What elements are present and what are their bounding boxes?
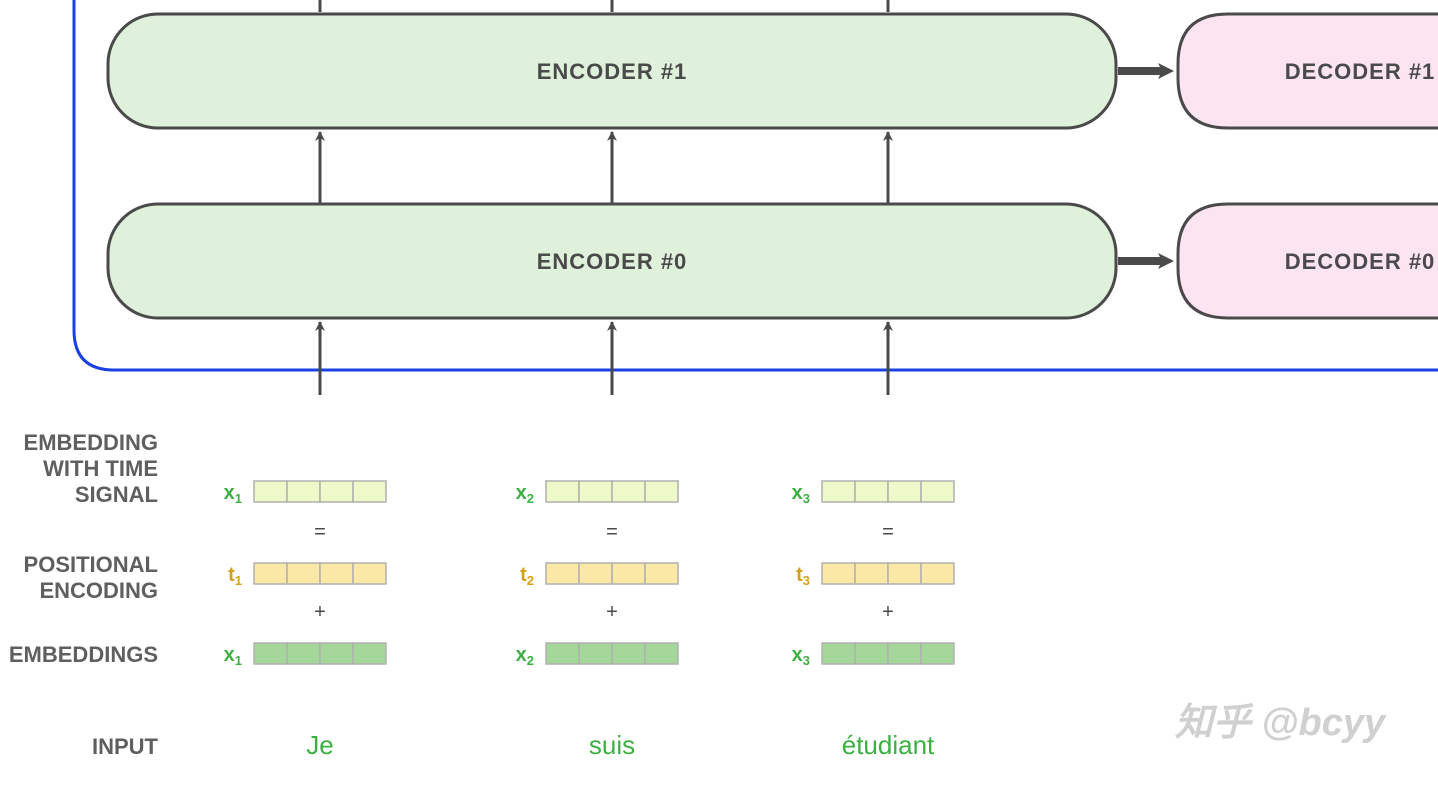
- x-time-0-cell-3: [353, 481, 386, 502]
- t-pos-2-cell-0: [822, 563, 855, 584]
- t-pos-0-cell-1: [287, 563, 320, 584]
- x-time-0-label: x1: [224, 482, 242, 506]
- x-time-2-label: x3: [792, 482, 810, 506]
- label-input: INPUT: [92, 734, 159, 759]
- x-time-2-cell-1: [855, 481, 888, 502]
- t-pos-0-cell-3: [353, 563, 386, 584]
- token-2: étudiant: [842, 730, 935, 760]
- transformer-diagram: ENCODER #1 ENCODER #0 DECODER #1 DECODER #0…: [0, 0, 1438, 793]
- x-time-1-cell-0: [546, 481, 579, 502]
- x-embed-2-label: x3: [792, 644, 810, 668]
- decoder-1-box-label: DECODER #1: [1285, 59, 1436, 84]
- t-pos-1-label: t2: [520, 564, 534, 588]
- x-embed-0-cell-0: [254, 643, 287, 664]
- t-pos-1-cell-2: [612, 563, 645, 584]
- x-time-0-cell-2: [320, 481, 353, 502]
- eq-1: =: [606, 521, 618, 543]
- x-embed-0-cell-1: [287, 643, 320, 664]
- plus-0: +: [314, 601, 326, 623]
- x-time-0-cell-0: [254, 481, 287, 502]
- encoder-0-box-label: ENCODER #0: [537, 249, 688, 274]
- x-embed-1-cell-0: [546, 643, 579, 664]
- label-embedding-time: EMBEDDINGWITH TIMESIGNAL: [24, 430, 158, 507]
- x-embed-2-cell-3: [921, 643, 954, 664]
- x-embed-2-cell-0: [822, 643, 855, 664]
- token-0: Je: [306, 730, 333, 760]
- t-pos-2-label: t3: [796, 564, 810, 588]
- label-positional: POSITIONALENCODING: [24, 552, 158, 603]
- x-embed-0-cell-2: [320, 643, 353, 664]
- encoder-1-box-label: ENCODER #1: [537, 59, 688, 84]
- x-time-2-cell-2: [888, 481, 921, 502]
- x-embed-2-cell-2: [888, 643, 921, 664]
- watermark: 知乎 @bcyy: [1175, 702, 1387, 744]
- x-embed-1-cell-2: [612, 643, 645, 664]
- x-embed-0-label: x1: [224, 644, 242, 668]
- x-time-1-cell-1: [579, 481, 612, 502]
- decoder-0-box-label: DECODER #0: [1285, 249, 1436, 274]
- t-pos-1-cell-0: [546, 563, 579, 584]
- t-pos-0-label: t1: [228, 564, 242, 588]
- plus-1: +: [606, 601, 618, 623]
- eq-2: =: [882, 521, 894, 543]
- x-time-2-cell-3: [921, 481, 954, 502]
- x-embed-1-label: x2: [516, 644, 534, 668]
- t-pos-0-cell-0: [254, 563, 287, 584]
- label-embeddings: EMBEDDINGS: [9, 642, 158, 667]
- t-pos-1-cell-3: [645, 563, 678, 584]
- plus-2: +: [882, 601, 894, 623]
- x-time-0-cell-1: [287, 481, 320, 502]
- t-pos-2-cell-2: [888, 563, 921, 584]
- x-embed-1-cell-3: [645, 643, 678, 664]
- t-pos-1-cell-1: [579, 563, 612, 584]
- eq-0: =: [314, 521, 326, 543]
- x-time-2-cell-0: [822, 481, 855, 502]
- t-pos-2-cell-3: [921, 563, 954, 584]
- x-embed-1-cell-1: [579, 643, 612, 664]
- x-time-1-cell-3: [645, 481, 678, 502]
- x-time-1-cell-2: [612, 481, 645, 502]
- x-embed-2-cell-1: [855, 643, 888, 664]
- t-pos-0-cell-2: [320, 563, 353, 584]
- x-time-1-label: x2: [516, 482, 534, 506]
- token-1: suis: [589, 730, 635, 760]
- x-embed-0-cell-3: [353, 643, 386, 664]
- t-pos-2-cell-1: [855, 563, 888, 584]
